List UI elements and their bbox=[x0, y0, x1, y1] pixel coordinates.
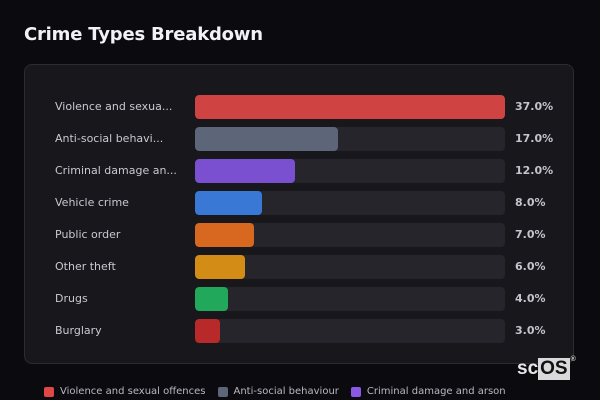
bar-track bbox=[195, 223, 505, 247]
bar-row[interactable]: Vehicle crime 8.0% bbox=[25, 191, 575, 215]
bar-track bbox=[195, 255, 505, 279]
chart-title: Crime Types Breakdown bbox=[24, 24, 263, 45]
bar-track bbox=[195, 287, 505, 311]
bar-track bbox=[195, 191, 505, 215]
legend-item[interactable]: Criminal damage and arson bbox=[350, 386, 506, 397]
bar-fill[interactable] bbox=[195, 287, 229, 311]
bar-track bbox=[195, 95, 505, 119]
bar-row[interactable]: Burglary 3.0% bbox=[25, 319, 575, 343]
bar-track bbox=[195, 159, 505, 183]
bar-track bbox=[195, 319, 505, 343]
bar-fill[interactable] bbox=[195, 223, 254, 247]
bar-row[interactable]: Other theft 6.0% bbox=[25, 255, 575, 279]
bar-value: 3.0% bbox=[515, 324, 546, 337]
legend-swatch-icon bbox=[44, 386, 54, 397]
bar-fill[interactable] bbox=[195, 191, 262, 215]
bar-fill[interactable] bbox=[195, 159, 296, 183]
bar-label: Public order bbox=[55, 228, 121, 241]
legend-swatch-icon bbox=[217, 386, 228, 397]
bar-fill[interactable] bbox=[195, 255, 246, 279]
chart-panel: Violence and sexua... 37.0% Anti-social be… bbox=[24, 64, 574, 364]
legend-swatch-icon bbox=[350, 386, 361, 397]
bar-label: Anti-social behavi... bbox=[55, 132, 164, 145]
bar-label: Criminal damage an... bbox=[55, 164, 177, 177]
bar-value: 8.0% bbox=[515, 196, 546, 209]
bar-row[interactable]: Anti-social behavi... 17.0% bbox=[25, 127, 575, 151]
registered-mark-icon: ® bbox=[570, 356, 576, 363]
bar-label: Burglary bbox=[55, 324, 102, 337]
bar-value: 12.0% bbox=[515, 164, 554, 177]
bar-row[interactable]: Drugs 4.0% bbox=[25, 287, 575, 311]
bar-row[interactable]: Public order 7.0% bbox=[25, 223, 575, 247]
bar-fill[interactable] bbox=[195, 319, 221, 343]
logo-boxed: OS bbox=[538, 358, 570, 380]
legend-label: Criminal damage and arson bbox=[366, 386, 506, 397]
bar-value: 6.0% bbox=[515, 260, 546, 273]
bar-label: Drugs bbox=[55, 292, 88, 305]
bar-track bbox=[195, 127, 505, 151]
legend-label: Violence and sexual offences bbox=[60, 386, 206, 397]
bar-label: Vehicle crime bbox=[55, 196, 129, 209]
legend-item[interactable]: Anti-social behaviour bbox=[217, 386, 339, 397]
bar-value: 17.0% bbox=[515, 132, 554, 145]
bar-label: Violence and sexua... bbox=[55, 100, 173, 113]
brand-logo: sc OS ® bbox=[517, 356, 576, 380]
bar-value: 4.0% bbox=[515, 292, 546, 305]
bar-fill[interactable] bbox=[195, 127, 338, 151]
logo-prefix: sc bbox=[517, 358, 539, 379]
bar-value: 37.0% bbox=[515, 100, 554, 113]
chart-legend: Violence and sexual offences Anti-social … bbox=[44, 386, 506, 397]
legend-label: Anti-social behaviour bbox=[233, 386, 339, 397]
legend-item[interactable]: Violence and sexual offences bbox=[44, 386, 206, 397]
bar-row[interactable]: Violence and sexua... 37.0% bbox=[25, 95, 575, 119]
bar-label: Other theft bbox=[55, 260, 116, 273]
bar-row[interactable]: Criminal damage an... 12.0% bbox=[25, 159, 575, 183]
bar-value: 7.0% bbox=[515, 228, 546, 241]
bar-fill[interactable] bbox=[195, 95, 505, 119]
